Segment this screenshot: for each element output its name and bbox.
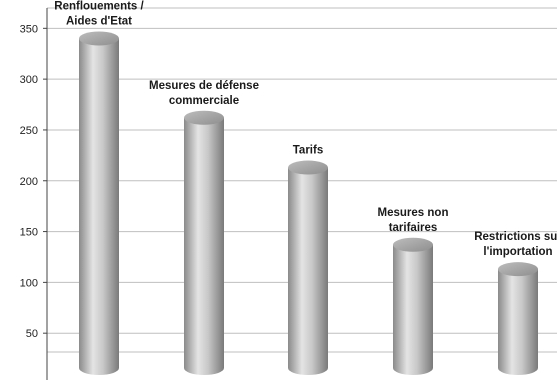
bar-cap bbox=[184, 110, 224, 125]
bar-cap bbox=[288, 160, 328, 175]
bar bbox=[288, 160, 328, 375]
bar-body bbox=[79, 38, 119, 376]
bar-body bbox=[288, 167, 328, 375]
y-tick-label: 200 bbox=[20, 176, 38, 188]
category-label-line: Renflouements / bbox=[54, 0, 144, 12]
bar-cap bbox=[498, 262, 538, 277]
y-tick-label: 350 bbox=[20, 23, 38, 35]
category-label-line: Mesures non bbox=[378, 207, 449, 219]
bar bbox=[184, 110, 224, 376]
bar-body bbox=[498, 269, 538, 375]
bar-body bbox=[393, 244, 433, 375]
bar bbox=[79, 31, 119, 376]
bar-body bbox=[184, 117, 224, 376]
category-label: Tarifs bbox=[293, 145, 323, 157]
category-label-line: Restrictions sur bbox=[474, 231, 557, 243]
category-label-line: Tarifs bbox=[293, 145, 323, 157]
bar bbox=[393, 237, 433, 375]
category-label-line: commerciale bbox=[169, 95, 239, 107]
category-label: Restrictions sur l'importation bbox=[474, 231, 557, 258]
y-tick-label: 300 bbox=[20, 74, 38, 86]
category-label-line: Mesures de défense bbox=[149, 80, 259, 92]
data-labels: Renflouements / Aides d'Etat Mesures de dé… bbox=[54, 0, 557, 258]
category-label-line: l'importation bbox=[483, 246, 552, 258]
bar bbox=[498, 262, 538, 375]
y-tick-label: 150 bbox=[20, 227, 38, 239]
y-axis: 50 100 150 200 250 300 350 bbox=[20, 8, 48, 380]
category-label-line: Aides d'Etat bbox=[66, 15, 132, 27]
category-label: Renflouements / Aides d'Etat bbox=[54, 0, 144, 27]
y-tick-label: 100 bbox=[20, 277, 38, 289]
y-tick-label: 50 bbox=[26, 328, 38, 340]
bar-cap bbox=[79, 31, 119, 46]
y-tick-label: 250 bbox=[20, 125, 38, 137]
bar-cap bbox=[393, 237, 433, 252]
category-label: Mesures non tarifaires bbox=[378, 207, 449, 234]
bars bbox=[79, 31, 538, 376]
category-label-line: tarifaires bbox=[389, 222, 438, 234]
category-label: Mesures de défense commerciale bbox=[149, 80, 259, 107]
